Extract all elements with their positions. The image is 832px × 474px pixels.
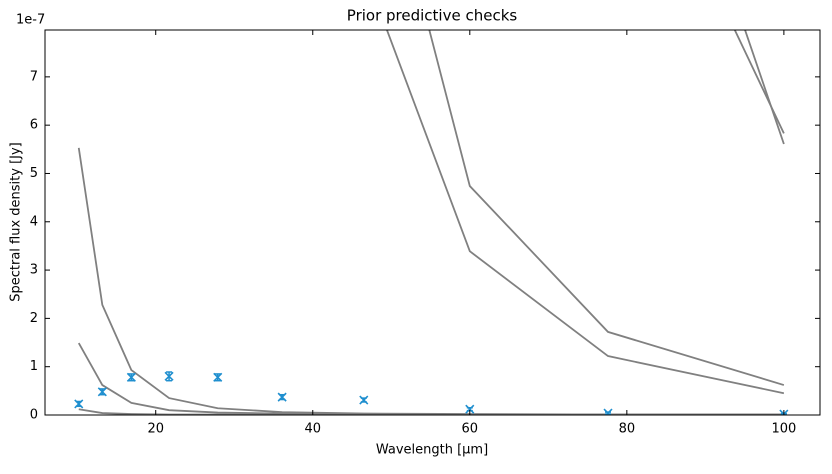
y-tick-label: 7 (30, 69, 38, 84)
y-tick-label: 3 (30, 263, 38, 278)
observed-point (97, 387, 107, 397)
observed-point (164, 371, 174, 382)
x-tick-label: 40 (304, 422, 321, 437)
chart-title: Prior predictive checks (347, 7, 518, 25)
plot-area (74, 30, 789, 415)
x-marker (97, 387, 107, 397)
y-tick-label: 5 (30, 166, 38, 181)
y-tick-label: 0 (30, 408, 38, 423)
x-marker (359, 395, 369, 405)
x-axis-label: Wavelength [μm] (376, 443, 488, 458)
x-tick-label: 20 (147, 422, 164, 437)
observed-point (126, 372, 136, 382)
x-marker (277, 392, 287, 402)
y-tick-label: 4 (30, 214, 38, 229)
model-line (77, 147, 784, 415)
y-offset-label: 1e-7 (16, 13, 45, 28)
x-tick-label: 100 (771, 422, 796, 437)
observed-point (603, 408, 613, 415)
model-line (78, 408, 784, 415)
x-marker (164, 371, 174, 381)
y-tick-label: 1 (30, 359, 38, 374)
y-tick-label: 2 (30, 311, 38, 326)
observed-point (277, 392, 287, 402)
x-marker (126, 372, 136, 382)
observed-point (74, 399, 84, 409)
observed-point (465, 404, 475, 414)
model-line (385, 30, 785, 395)
x-marker (465, 404, 475, 414)
observed-point (213, 372, 223, 382)
observed-point (359, 395, 369, 405)
x-marker (74, 399, 84, 409)
x-marker (603, 408, 613, 415)
model-line (428, 30, 785, 386)
x-marker (213, 372, 223, 382)
y-axis-label: Spectral flux density [Jy] (9, 142, 24, 302)
x-tick-label: 60 (462, 422, 479, 437)
axes-frame (44, 29, 821, 416)
x-tick-label: 80 (619, 422, 636, 437)
y-tick-label: 6 (30, 118, 38, 133)
